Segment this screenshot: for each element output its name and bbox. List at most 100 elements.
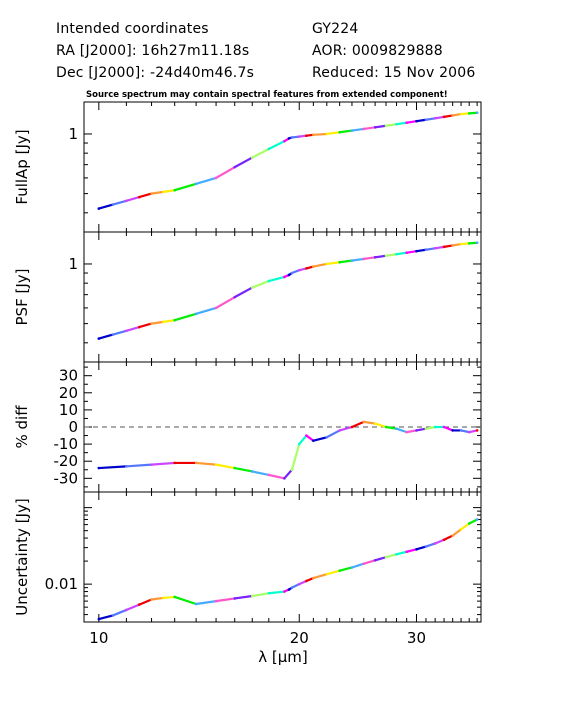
x-axis-label: λ [μm] [258, 648, 308, 666]
series-segment-uncertainty [290, 583, 301, 589]
series-segment-uncertainty [125, 603, 141, 612]
series-segment-uncertainty [312, 573, 328, 580]
y-tick-label: 1 [68, 255, 78, 273]
data-point-uncertainty [395, 553, 398, 556]
data-point-diff [233, 466, 237, 470]
series-segment-psf [424, 247, 437, 251]
data-point-uncertainty [467, 522, 471, 525]
series-segment-fullap [442, 114, 454, 118]
data-point-fullap [312, 133, 315, 137]
header-dec: Dec [J2000]: -24d40m46.7s [56, 65, 255, 81]
data-point-diff [283, 477, 286, 480]
series-segment-diff [350, 420, 365, 429]
data-point-psf [475, 241, 479, 245]
data-point-diff [173, 461, 176, 465]
data-point-psf [459, 242, 463, 246]
data-point-uncertainty [305, 579, 308, 583]
series-segment-psf [97, 333, 115, 340]
data-point-uncertainty [97, 617, 101, 621]
data-point-uncertainty [290, 586, 294, 589]
series-segment-uncertainty [395, 550, 408, 556]
data-point-psf [312, 265, 315, 268]
series-segment-uncertainty [267, 590, 286, 595]
series-segment-fullap [325, 131, 341, 136]
series-segment-fullap [162, 189, 176, 193]
data-point-fullap [111, 203, 115, 206]
x-tick-label: 20 [290, 629, 309, 647]
data-point-fullap [442, 115, 446, 119]
series-segment-uncertainty [325, 569, 341, 576]
data-point-uncertainty [459, 528, 463, 531]
series-segment-psf [468, 241, 479, 245]
series-segment-fullap [434, 115, 446, 120]
series-segment-uncertainty [350, 562, 365, 569]
y-tick-label: 30 [59, 367, 78, 385]
series-segment-fullap [173, 182, 198, 192]
data-point-psf [442, 245, 446, 249]
series-segment-psf [125, 326, 141, 332]
series-segment-psf [459, 242, 471, 246]
data-point-diff [214, 463, 218, 466]
data-point-diff [338, 429, 341, 432]
data-point-fullap [415, 119, 418, 123]
series-segment-psf [415, 248, 428, 253]
data-point-psf [137, 325, 141, 329]
data-point-fullap [373, 126, 377, 129]
series-segment-psf [251, 279, 270, 289]
series-segment-diff [305, 434, 315, 442]
data-point-diff [290, 468, 294, 472]
data-point-fullap [233, 165, 237, 169]
data-point-fullap [405, 121, 408, 124]
series-segment-fullap [405, 120, 418, 124]
data-point-uncertainty [384, 555, 388, 559]
data-point-diff [297, 442, 301, 446]
series-segment-uncertainty [97, 614, 115, 621]
data-point-diff [384, 425, 388, 429]
series-segment-fullap [312, 132, 328, 136]
series-segment-uncertainty [442, 534, 454, 541]
data-point-uncertainty [424, 545, 428, 548]
series-segment-diff [362, 420, 377, 425]
series-segment-uncertainty [362, 559, 377, 565]
data-point-psf [267, 279, 271, 283]
header-title-left: Intended coordinates [56, 21, 209, 37]
data-point-fullap [459, 112, 463, 116]
series-segment-diff [251, 470, 270, 476]
series-segment-uncertainty [233, 594, 254, 600]
data-point-diff [312, 439, 315, 442]
series-segment-uncertainty [415, 545, 428, 551]
series-segment-uncertainty [451, 528, 463, 537]
data-point-fullap [214, 176, 218, 180]
data-point-uncertainty [125, 608, 128, 612]
series-segment-psf [451, 242, 463, 247]
data-point-uncertainty [350, 566, 354, 569]
data-point-diff [424, 427, 428, 431]
data-point-diff [467, 430, 471, 434]
series-segment-psf [111, 329, 128, 336]
y-tick-label: 20 [59, 384, 78, 402]
data-point-psf [173, 318, 176, 322]
series-segment-diff [415, 427, 428, 432]
series-segment-uncertainty [150, 596, 165, 601]
series-segment-uncertainty [298, 579, 308, 586]
series-segment-diff [312, 436, 328, 442]
series-segment-psf [362, 256, 377, 261]
data-point-diff [125, 465, 128, 468]
data-point-uncertainty [373, 558, 377, 562]
series-segment-diff [283, 468, 294, 480]
series-segment-diff [468, 429, 479, 434]
series-segment-diff [395, 427, 408, 434]
data-point-uncertainty [233, 597, 237, 600]
series-segment-fullap [451, 112, 463, 117]
data-point-diff [250, 470, 254, 473]
series-segment-fullap [97, 203, 115, 210]
series-segment-fullap [214, 166, 236, 180]
data-point-uncertainty [433, 542, 437, 545]
series-segment-psf [338, 259, 354, 264]
series-segment-uncertainty [338, 566, 354, 572]
data-point-fullap [250, 156, 254, 159]
y-axis-label-psf: PSF [Jy] [13, 269, 31, 326]
series-segment-psf [233, 286, 254, 299]
data-point-fullap [283, 139, 286, 143]
